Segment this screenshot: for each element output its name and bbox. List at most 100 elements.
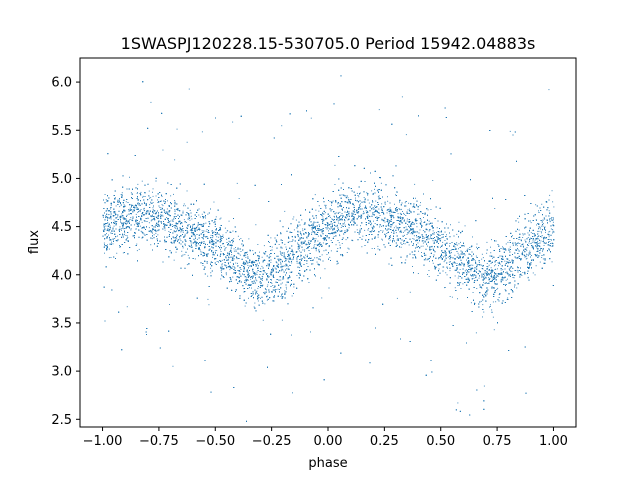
data-point (352, 216, 354, 217)
data-point (499, 261, 500, 263)
data-point (194, 240, 196, 242)
data-point (418, 250, 419, 252)
data-point (231, 254, 233, 256)
data-point (132, 217, 134, 219)
data-point (508, 275, 510, 277)
data-point (298, 246, 300, 247)
data-point (181, 250, 183, 252)
data-point (224, 247, 226, 249)
data-point (173, 193, 174, 195)
data-point (497, 262, 499, 264)
data-point (440, 238, 442, 240)
data-point (488, 260, 489, 262)
data-point (219, 229, 220, 231)
data-point (288, 253, 290, 255)
data-point (132, 216, 134, 218)
data-point (516, 245, 518, 247)
data-point (506, 271, 508, 273)
data-point (472, 275, 474, 277)
data-point (232, 242, 234, 244)
data-point (232, 230, 234, 232)
data-point (115, 217, 117, 219)
data-point (251, 266, 252, 267)
data-point (139, 223, 140, 225)
data-point (158, 224, 160, 226)
data-point (108, 248, 110, 250)
data-point (168, 231, 170, 232)
data-point (374, 188, 375, 190)
data-point (391, 210, 393, 212)
data-point (249, 287, 250, 289)
data-point (512, 274, 514, 276)
data-point (430, 209, 432, 210)
data-point (526, 247, 528, 249)
data-point (192, 226, 194, 228)
data-point (406, 218, 408, 220)
data-point (248, 297, 249, 299)
data-point (551, 245, 553, 247)
data-point (257, 287, 259, 289)
data-point (371, 248, 373, 249)
data-point (230, 232, 232, 233)
data-point (317, 240, 319, 242)
data-point (432, 248, 434, 250)
data-point (367, 194, 369, 196)
data-point (498, 265, 499, 267)
data-point (409, 291, 411, 293)
data-point (224, 254, 225, 255)
data-point (509, 130, 511, 132)
data-point (359, 231, 361, 233)
data-point (267, 298, 269, 300)
data-point (473, 277, 475, 279)
data-point (221, 265, 223, 267)
data-point (335, 212, 337, 214)
data-point (245, 260, 247, 261)
data-point (190, 215, 192, 217)
data-point (454, 275, 456, 277)
data-point (232, 257, 234, 259)
data-point (486, 241, 488, 243)
data-point (251, 287, 252, 289)
data-point (218, 236, 220, 238)
data-point (421, 255, 422, 257)
data-point (293, 286, 295, 288)
data-point (256, 263, 258, 265)
data-point (291, 259, 293, 261)
data-point (380, 230, 382, 231)
data-point (260, 268, 262, 270)
data-point (272, 285, 274, 286)
data-point (108, 217, 110, 219)
scatter-points (102, 75, 555, 422)
data-point (541, 236, 543, 238)
data-point (542, 258, 544, 260)
data-point (403, 219, 405, 221)
data-point (462, 283, 464, 285)
data-point (270, 253, 272, 254)
data-point (178, 220, 180, 222)
data-point (538, 226, 540, 227)
data-point (422, 242, 424, 244)
data-point (538, 223, 540, 225)
data-point (549, 221, 551, 223)
data-point (161, 214, 163, 216)
data-point (433, 233, 435, 235)
data-point (127, 222, 129, 224)
data-point (318, 264, 320, 266)
data-point (503, 247, 504, 249)
data-point (408, 202, 410, 204)
data-point (422, 230, 424, 231)
data-point (549, 219, 551, 221)
data-point (241, 240, 243, 241)
data-point (236, 257, 238, 259)
data-point (505, 279, 507, 281)
data-point (358, 196, 360, 198)
data-point (359, 228, 361, 230)
data-point (539, 250, 540, 251)
data-point (273, 296, 275, 298)
data-point (235, 251, 237, 252)
data-point (493, 277, 494, 279)
data-point (423, 259, 425, 261)
data-point (456, 263, 458, 264)
data-point (492, 257, 493, 259)
data-point (135, 213, 137, 215)
